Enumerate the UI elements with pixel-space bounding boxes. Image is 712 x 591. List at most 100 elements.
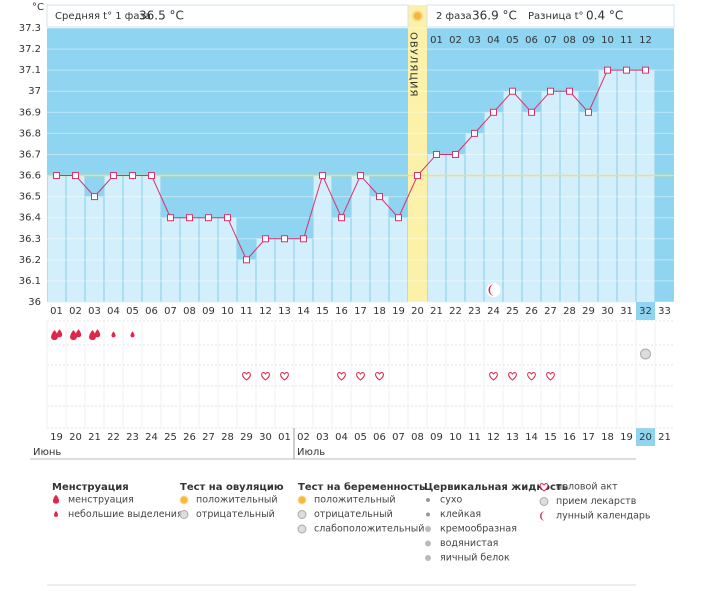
ovulation-icon <box>411 10 424 22</box>
point <box>167 214 174 222</box>
point <box>186 214 193 222</box>
menstruation-icon <box>51 329 63 340</box>
legend-icon <box>425 555 431 561</box>
point <box>566 87 573 95</box>
intercourse-icon <box>280 372 289 381</box>
cycle-day: 24 <box>487 306 500 317</box>
phase2-day: 08 <box>563 35 576 46</box>
spotting-icon <box>130 331 135 338</box>
cycle-day: 07 <box>164 306 177 317</box>
month-label: Июнь <box>33 447 61 458</box>
intercourse-icon <box>489 372 498 381</box>
calendar-date: 19 <box>620 432 633 443</box>
point <box>585 108 592 116</box>
phase2-day: 11 <box>620 35 633 46</box>
calendar-date: 01 <box>278 432 291 443</box>
cycle-day: 20 <box>411 306 424 317</box>
legend-item: отрицательный <box>314 509 393 520</box>
cycle-day: 27 <box>544 306 557 317</box>
legend-icon <box>297 495 307 505</box>
cycle-day: 31 <box>620 306 633 317</box>
legend-item: положительный <box>314 495 396 506</box>
bar <box>370 196 389 303</box>
calendar-date: 20 <box>639 432 652 443</box>
cycle-day: 14 <box>297 306 310 317</box>
cycle-day: 17 <box>354 306 367 317</box>
legend-icon <box>179 495 189 505</box>
header-box <box>46 4 409 28</box>
legend-title: Тест на беременность <box>298 481 425 493</box>
cycle-day: 16 <box>335 306 348 317</box>
point <box>376 193 383 201</box>
point <box>452 150 459 158</box>
point <box>110 172 117 180</box>
phase2-day: 01 <box>430 35 443 46</box>
cycle-day: 29 <box>582 306 595 317</box>
point <box>243 256 250 264</box>
cycle-day: 19 <box>392 306 405 317</box>
legend-item: прием лекарств <box>556 496 637 507</box>
today-cell <box>636 302 655 320</box>
bar <box>522 112 541 303</box>
legend-icon <box>297 510 307 519</box>
cycle-day: 11 <box>240 306 253 317</box>
cycle-day: 05 <box>126 306 139 317</box>
menstruation-icon <box>70 329 82 340</box>
calendar-date: 18 <box>601 432 614 443</box>
cycle-day: 28 <box>563 306 576 317</box>
calendar-date: 25 <box>164 432 177 443</box>
legend-item: клейкая <box>440 509 481 520</box>
y-tick-label: 37 <box>28 86 41 97</box>
intercourse-icon <box>527 372 536 381</box>
cycle-day: 01 <box>50 306 63 317</box>
point <box>395 214 402 222</box>
point <box>471 129 478 137</box>
phase2-day: 12 <box>639 35 652 46</box>
calendar-date: 09 <box>430 432 443 443</box>
calendar-date: 14 <box>525 432 538 443</box>
legend-item: положительный <box>196 495 278 506</box>
bar <box>598 69 617 303</box>
legend-item: водянистая <box>440 538 498 549</box>
calendar-date: 10 <box>449 432 462 443</box>
cycle-day: 06 <box>145 306 158 317</box>
ovulation-column <box>408 5 427 302</box>
legend-icon <box>52 494 60 504</box>
phase2-day: 09 <box>582 35 595 46</box>
point <box>490 108 497 116</box>
cycle-day: 04 <box>107 306 120 317</box>
calendar-date: 22 <box>107 432 120 443</box>
legend-title: Менструация <box>52 482 129 493</box>
point <box>642 66 649 74</box>
legend-title: Цервикальная жидкость <box>424 482 568 493</box>
y-tick-label: 36.6 <box>19 171 41 182</box>
calendar-date: 28 <box>221 432 234 443</box>
cycle-day: 26 <box>525 306 538 317</box>
calendar-date: 13 <box>506 432 519 443</box>
point <box>72 172 79 180</box>
intercourse-icon <box>242 372 251 381</box>
phase2-day: 06 <box>525 35 538 46</box>
y-tick-label: 36.9 <box>19 107 41 118</box>
bar <box>294 238 313 303</box>
cycle-day: 09 <box>202 306 215 317</box>
legend-item: лунный календарь <box>556 511 651 522</box>
bar <box>617 69 636 303</box>
legend-item: небольшие выделения <box>68 509 183 520</box>
legend-item: отрицательный <box>196 509 275 520</box>
cycle-day: 13 <box>278 306 291 317</box>
phase2-day: 03 <box>468 35 481 46</box>
diff-label: Разница t° <box>528 11 584 22</box>
intercourse-icon <box>546 372 555 381</box>
calendar-date: 03 <box>316 432 329 443</box>
calendar-date: 15 <box>544 432 557 443</box>
calendar-date: 24 <box>145 432 158 443</box>
point <box>338 214 345 222</box>
legend-item: сухо <box>440 495 462 506</box>
lunar-icon-moon <box>488 284 495 296</box>
phase2-day: 07 <box>544 35 557 46</box>
ovulation-label: ОВУЛЯЦИЯ <box>408 32 419 98</box>
diff-value: 0.4 °C <box>586 9 623 23</box>
point <box>53 172 60 180</box>
header-box <box>426 4 675 28</box>
